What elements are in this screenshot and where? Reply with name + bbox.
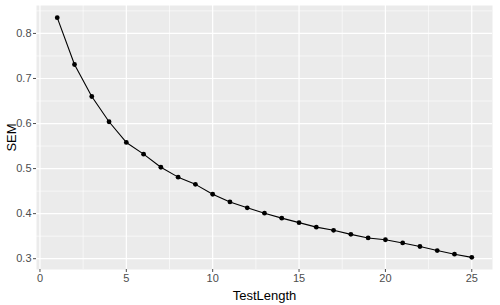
svg-text:TestLength: TestLength <box>233 288 297 303</box>
svg-text:0: 0 <box>37 272 43 284</box>
svg-text:SEM: SEM <box>4 123 19 151</box>
svg-text:0.3: 0.3 <box>16 252 31 264</box>
svg-text:25: 25 <box>466 272 478 284</box>
svg-text:20: 20 <box>379 272 391 284</box>
svg-text:0.4: 0.4 <box>16 207 31 219</box>
svg-text:5: 5 <box>123 272 129 284</box>
svg-text:15: 15 <box>293 272 305 284</box>
svg-text:10: 10 <box>207 272 219 284</box>
svg-text:0.7: 0.7 <box>16 72 31 84</box>
svg-text:0.5: 0.5 <box>16 162 31 174</box>
svg-text:0.6: 0.6 <box>16 117 32 130</box>
svg-text:0.8: 0.8 <box>16 27 31 39</box>
